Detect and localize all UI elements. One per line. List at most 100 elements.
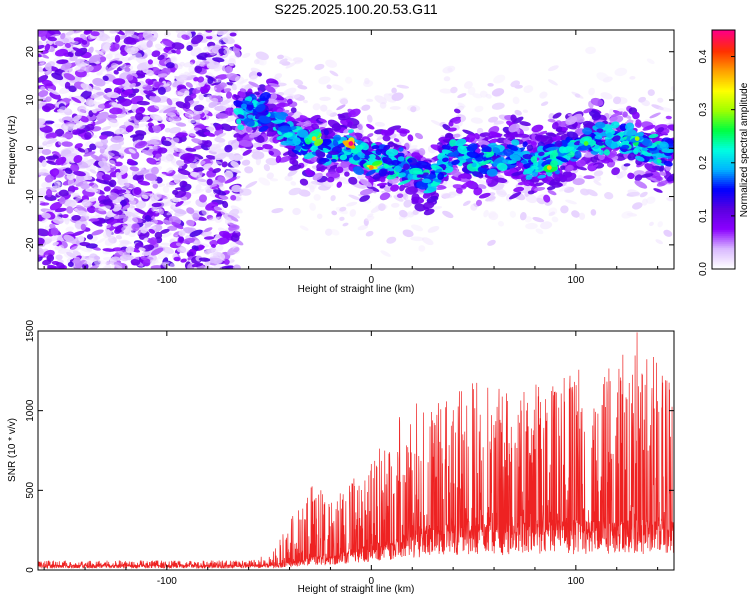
spectrogram-blob bbox=[152, 183, 159, 189]
spectrogram-blob bbox=[114, 34, 121, 43]
spectrogram-blob bbox=[104, 213, 114, 220]
spectrogram-blob bbox=[191, 188, 205, 195]
spectrogram-blob bbox=[115, 235, 122, 240]
spectrogram-blob bbox=[100, 66, 109, 72]
spectrogram-blob bbox=[198, 194, 208, 203]
y-tick-label: 10 bbox=[25, 94, 36, 106]
spectrogram-blob bbox=[165, 182, 176, 188]
spectrogram-blob bbox=[101, 126, 112, 131]
spectrogram-blob bbox=[131, 88, 140, 94]
spectrogram-blob bbox=[117, 113, 127, 119]
spectrogram-blob bbox=[38, 103, 42, 111]
spectrogram-blob bbox=[96, 71, 103, 76]
spectrogram-blob bbox=[160, 242, 171, 246]
spectrogram-blob bbox=[230, 194, 237, 201]
x-tick-label: -100 bbox=[157, 275, 177, 286]
y-tick-label: -20 bbox=[25, 237, 36, 252]
spectrogram-blob bbox=[113, 214, 128, 219]
spectrogram-blob bbox=[235, 228, 242, 233]
spectrogram-blob bbox=[152, 145, 158, 150]
y-tick-label: 1000 bbox=[25, 399, 36, 422]
spectrogram-blob bbox=[182, 181, 188, 187]
spectrogram-blob bbox=[215, 113, 229, 119]
spectrogram-blob bbox=[137, 123, 147, 128]
spectrogram-blob bbox=[134, 208, 147, 215]
spectrogram-blob bbox=[62, 214, 69, 219]
spectrogram-blob bbox=[154, 192, 162, 200]
spectrogram-blob bbox=[78, 246, 91, 253]
spectrogram-blob bbox=[233, 264, 241, 269]
spectrogram-blob bbox=[52, 216, 64, 225]
spectrogram-blob bbox=[144, 49, 153, 56]
spectrogram-blob bbox=[84, 65, 94, 72]
spectrogram-blob bbox=[111, 264, 123, 269]
spectrogram-blob bbox=[128, 195, 135, 202]
spectrogram-blob bbox=[45, 155, 60, 160]
spectrogram-blob bbox=[204, 264, 210, 269]
spectrogram-blob bbox=[68, 85, 77, 93]
spectrogram-hotspot bbox=[311, 136, 317, 142]
spectrogram-blob bbox=[209, 87, 217, 91]
spectrogram-blob bbox=[102, 264, 112, 269]
spectrogram-blob bbox=[214, 245, 224, 252]
spectrogram-blob bbox=[58, 218, 73, 222]
spectrogram-blob bbox=[96, 91, 105, 96]
spectrogram-blob bbox=[550, 160, 558, 168]
spectrogram-blob bbox=[203, 227, 213, 233]
colorbar: 0.0 0.1 0.2 0.3 0.4 Normalized spectral ampl… bbox=[698, 29, 750, 276]
spectrogram-blob bbox=[221, 161, 228, 168]
spectrogram-blob bbox=[210, 159, 223, 165]
spectrogram-y-label: Frequency (Hz) bbox=[7, 116, 18, 185]
spectrogram-blob bbox=[224, 176, 237, 184]
spectrogram-blob bbox=[175, 49, 181, 55]
spectrogram-blob bbox=[94, 255, 101, 260]
spectrogram-blob bbox=[186, 207, 195, 214]
y-tick-label: 1500 bbox=[25, 319, 36, 342]
spectrogram-blob bbox=[151, 202, 162, 208]
spectrogram-blob bbox=[83, 151, 96, 157]
spectrogram-blob bbox=[151, 50, 161, 58]
spectrogram-blob bbox=[107, 35, 117, 42]
spectrogram-blob bbox=[58, 196, 66, 205]
spectrogram-blob bbox=[225, 107, 234, 116]
spectrogram-blob bbox=[39, 96, 46, 101]
spectrogram-hotspot bbox=[634, 136, 640, 142]
spectrogram-blob bbox=[120, 181, 130, 190]
spectrogram-blob bbox=[166, 210, 174, 216]
spectrogram-blob bbox=[551, 181, 563, 188]
spectrogram-blob bbox=[161, 232, 172, 238]
spectrogram-blob bbox=[224, 144, 233, 153]
spectrogram-blob bbox=[65, 30, 75, 36]
spectrogram-blob bbox=[131, 223, 140, 232]
spectrogram-blob bbox=[641, 147, 648, 151]
spectrogram-blob bbox=[45, 96, 52, 103]
spectrogram-blob bbox=[164, 31, 171, 37]
y-tick-label: 20 bbox=[25, 46, 36, 58]
spectrogram-blob bbox=[154, 115, 167, 123]
spectrogram-blob bbox=[134, 40, 143, 47]
spectrogram-blob bbox=[179, 247, 189, 253]
spectrogram-blob bbox=[227, 214, 239, 222]
chart-title: S225.2025.100.20.53.G11 bbox=[274, 1, 437, 17]
spectrogram-blob bbox=[38, 195, 45, 204]
spectrogram-blob bbox=[99, 134, 108, 140]
spectrogram-blob bbox=[105, 53, 113, 60]
spectrogram-blob bbox=[186, 70, 196, 77]
colorbar-tick-label: 0.1 bbox=[698, 209, 709, 223]
spectrogram-blob bbox=[86, 205, 96, 214]
spectrogram-blob bbox=[108, 119, 119, 128]
spectrogram-blob bbox=[191, 34, 204, 45]
spectrogram-blob bbox=[231, 212, 240, 219]
spectrogram-blob bbox=[230, 160, 240, 168]
spectrogram-blob bbox=[60, 62, 72, 71]
x-tick-label: 100 bbox=[567, 275, 584, 286]
spectrogram-blob bbox=[79, 107, 87, 114]
spectrogram-blob bbox=[73, 256, 81, 264]
spectrogram-blob bbox=[119, 165, 129, 174]
spectrogram-blob bbox=[203, 236, 215, 240]
spectrogram-blob bbox=[197, 76, 205, 83]
spectrogram-blob bbox=[95, 49, 104, 56]
spectrogram-blob bbox=[175, 38, 182, 44]
spectrogram-blob bbox=[221, 58, 234, 66]
